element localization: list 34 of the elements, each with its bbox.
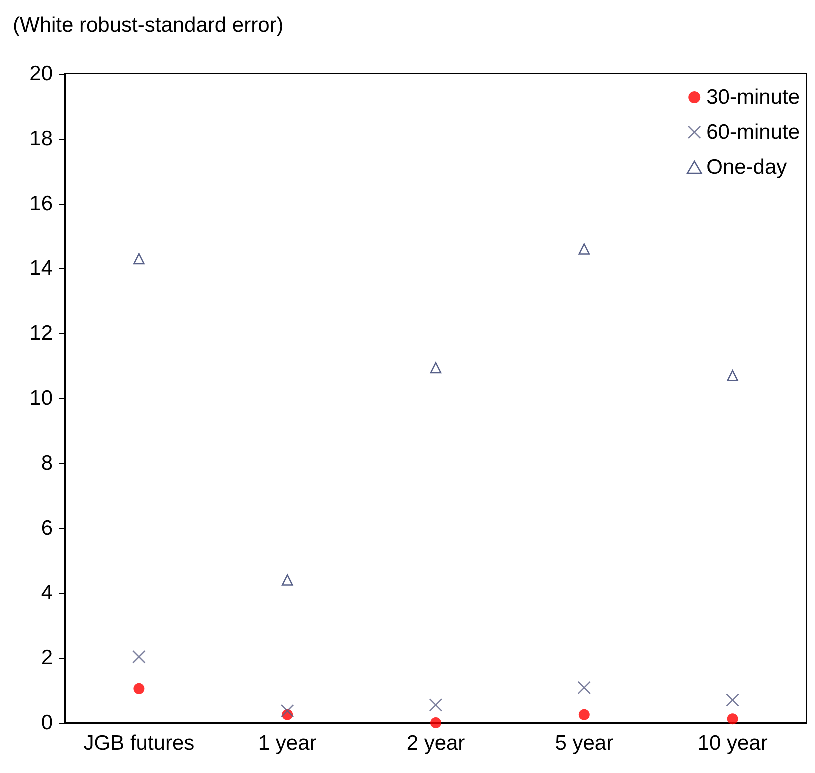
point [282, 574, 294, 586]
x-tick-label: 1 year [258, 732, 317, 755]
y-tick-label: 20 [30, 62, 53, 86]
legend-label: 60-minute [706, 121, 800, 144]
point [280, 704, 294, 718]
y-tick-label: 6 [41, 516, 53, 540]
y-tick-label: 2 [41, 646, 53, 670]
y-tick-label: 16 [30, 192, 53, 216]
y-tick-label: 10 [30, 387, 53, 410]
point [134, 253, 145, 265]
point [727, 370, 738, 382]
y-tick-label: 18 [30, 127, 53, 150]
point [578, 244, 590, 255]
y-tick-label: 14 [30, 257, 54, 280]
point [132, 650, 146, 664]
x-tick-label: 10 year [698, 732, 768, 755]
x-tick-label: JGB futures [84, 732, 195, 755]
point [430, 718, 442, 728]
point [134, 683, 145, 694]
point [726, 694, 740, 707]
point [727, 714, 738, 725]
y-axis-title: (White robust-standard error) [13, 14, 284, 37]
y-tick-label: 12 [30, 322, 53, 346]
point [430, 362, 442, 374]
point [578, 709, 590, 720]
legend-label: 30-minute [706, 86, 800, 109]
y-tick-label: 8 [41, 452, 53, 475]
point [429, 698, 443, 712]
y-tick-label: 4 [41, 582, 54, 605]
x-tick-label: 2 year [406, 732, 466, 755]
point [578, 681, 592, 695]
legend-label: One-day [706, 156, 788, 179]
x-tick-label: 5 year [555, 732, 614, 755]
y-tick-label: 0 [41, 712, 53, 734]
